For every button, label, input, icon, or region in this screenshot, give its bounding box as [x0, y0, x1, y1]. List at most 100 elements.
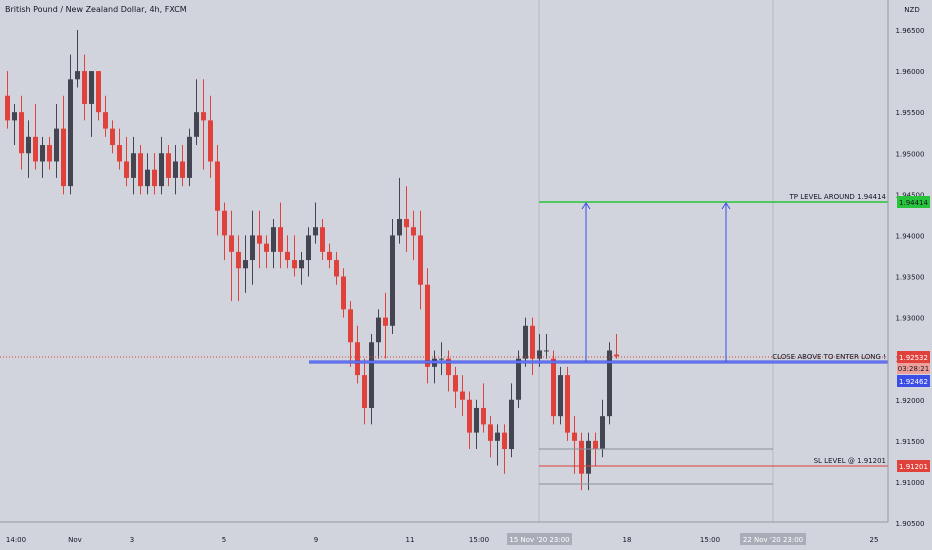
candle-body	[614, 354, 619, 357]
candle-body	[187, 136, 192, 178]
candle-body	[411, 227, 416, 236]
candle-body	[586, 440, 591, 474]
candle	[446, 350, 451, 392]
tp-arrow-2[interactable]	[721, 202, 731, 362]
candle	[250, 210, 255, 285]
candle	[572, 416, 577, 474]
candle	[68, 54, 73, 195]
tp-arrow-1[interactable]	[581, 202, 591, 362]
candle-body	[558, 375, 563, 417]
candle	[243, 235, 248, 293]
candle-body	[369, 342, 374, 408]
candle	[47, 136, 52, 170]
candle	[313, 202, 318, 244]
candle-body	[579, 440, 584, 474]
candle	[355, 325, 360, 384]
candle	[194, 79, 199, 146]
candle	[390, 218, 395, 335]
time-axis-label: 3	[130, 536, 134, 544]
candle-body	[47, 145, 52, 162]
candle	[488, 416, 493, 458]
candle-body	[12, 112, 17, 121]
svg-text:1.92532: 1.92532	[899, 354, 928, 362]
candle-body	[131, 153, 136, 178]
time-axis-label: 25	[870, 536, 879, 544]
candle-body	[439, 358, 444, 360]
candle	[383, 292, 388, 359]
candle-body	[355, 342, 360, 376]
price-axis-label: 1.90500	[896, 520, 925, 528]
candle-body	[96, 71, 101, 113]
candle-body	[467, 399, 472, 433]
candle	[159, 136, 164, 195]
candle-body	[453, 375, 458, 392]
candle	[152, 153, 157, 195]
candle	[166, 145, 171, 187]
candle-body	[26, 136, 31, 154]
candle-body	[565, 375, 570, 433]
candle-body	[404, 218, 409, 228]
candle-body	[362, 375, 367, 408]
entry-price-tag: 1.92462	[897, 375, 930, 387]
candle	[117, 128, 122, 170]
time-axis-label: 9	[314, 536, 318, 544]
candle	[138, 145, 143, 195]
candle	[579, 432, 584, 491]
sl-label[interactable]: SL LEVEL @ 1.91201	[814, 457, 886, 465]
candle-body	[488, 424, 493, 441]
candle	[110, 120, 115, 154]
candle-body	[341, 276, 346, 310]
candle	[327, 243, 332, 269]
candle	[565, 366, 570, 441]
candle-body	[327, 251, 332, 261]
candle-body	[110, 128, 115, 146]
candle-body	[502, 432, 507, 450]
price-axis-label: 1.96500	[896, 27, 925, 35]
candle	[40, 136, 45, 178]
candle	[264, 235, 269, 269]
tp-label[interactable]: TP LEVEL AROUND 1.94414	[789, 193, 887, 201]
candle-body	[278, 227, 283, 252]
crosshair-time-tag-2	[740, 533, 806, 545]
price-axis-label: 1.92000	[896, 397, 925, 405]
candle	[75, 30, 80, 88]
candle-body	[418, 235, 423, 285]
candle-body	[61, 128, 66, 187]
candle	[89, 71, 94, 137]
candle-body	[390, 235, 395, 326]
candle	[495, 424, 500, 466]
candle	[124, 136, 129, 187]
price-axis-label: 1.91500	[896, 438, 925, 446]
candle	[292, 235, 297, 277]
candle	[208, 95, 213, 178]
chart-title: British Pound / New Zealand Dollar, 4h, …	[5, 5, 187, 14]
candle	[530, 317, 535, 376]
candle	[5, 71, 10, 129]
candle-body	[40, 145, 45, 162]
candle-body	[292, 260, 297, 269]
candle-body	[215, 161, 220, 211]
candle-body	[334, 260, 339, 277]
candle	[516, 350, 521, 408]
candle-body	[208, 120, 213, 162]
candle-body	[495, 432, 500, 441]
candle-body	[222, 210, 227, 236]
candle	[523, 317, 528, 367]
candle-body	[152, 169, 157, 187]
candle	[299, 251, 304, 285]
candle	[285, 235, 290, 269]
candle	[180, 145, 185, 187]
entry-label[interactable]: CLOSE ABOVE TO ENTER LONG !	[772, 353, 886, 361]
price-axis[interactable]: NZD 1.965001.960001.955001.950001.945001…	[887, 0, 932, 550]
candle-body	[320, 227, 325, 252]
candle	[201, 79, 206, 170]
candle	[467, 391, 472, 450]
candle-body	[103, 112, 108, 129]
candle-body	[551, 358, 556, 417]
candle-countdown: 03:28:21	[898, 365, 929, 373]
candle-body	[481, 407, 486, 425]
candle	[12, 103, 17, 146]
